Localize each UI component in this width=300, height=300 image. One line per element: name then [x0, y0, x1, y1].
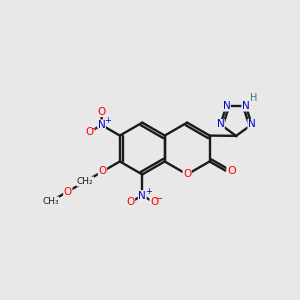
Text: H: H — [250, 93, 258, 103]
Text: N: N — [217, 119, 224, 130]
Text: O: O — [86, 127, 94, 137]
Text: O: O — [150, 197, 158, 207]
Text: +: + — [104, 116, 111, 125]
Text: N: N — [223, 101, 230, 111]
Text: O: O — [64, 187, 72, 196]
Text: CH₂: CH₂ — [77, 177, 94, 186]
Text: O: O — [98, 106, 106, 116]
Text: O: O — [126, 197, 135, 207]
Text: +: + — [145, 187, 152, 196]
Text: −: − — [155, 194, 164, 204]
Text: CH₃: CH₃ — [42, 197, 59, 206]
Text: N: N — [242, 101, 250, 111]
Text: −: − — [91, 124, 99, 134]
Text: O: O — [183, 169, 191, 179]
Text: N: N — [248, 119, 256, 130]
Text: N: N — [98, 120, 105, 130]
Text: N: N — [138, 190, 146, 201]
Text: O: O — [98, 167, 106, 176]
Text: O: O — [227, 166, 236, 176]
